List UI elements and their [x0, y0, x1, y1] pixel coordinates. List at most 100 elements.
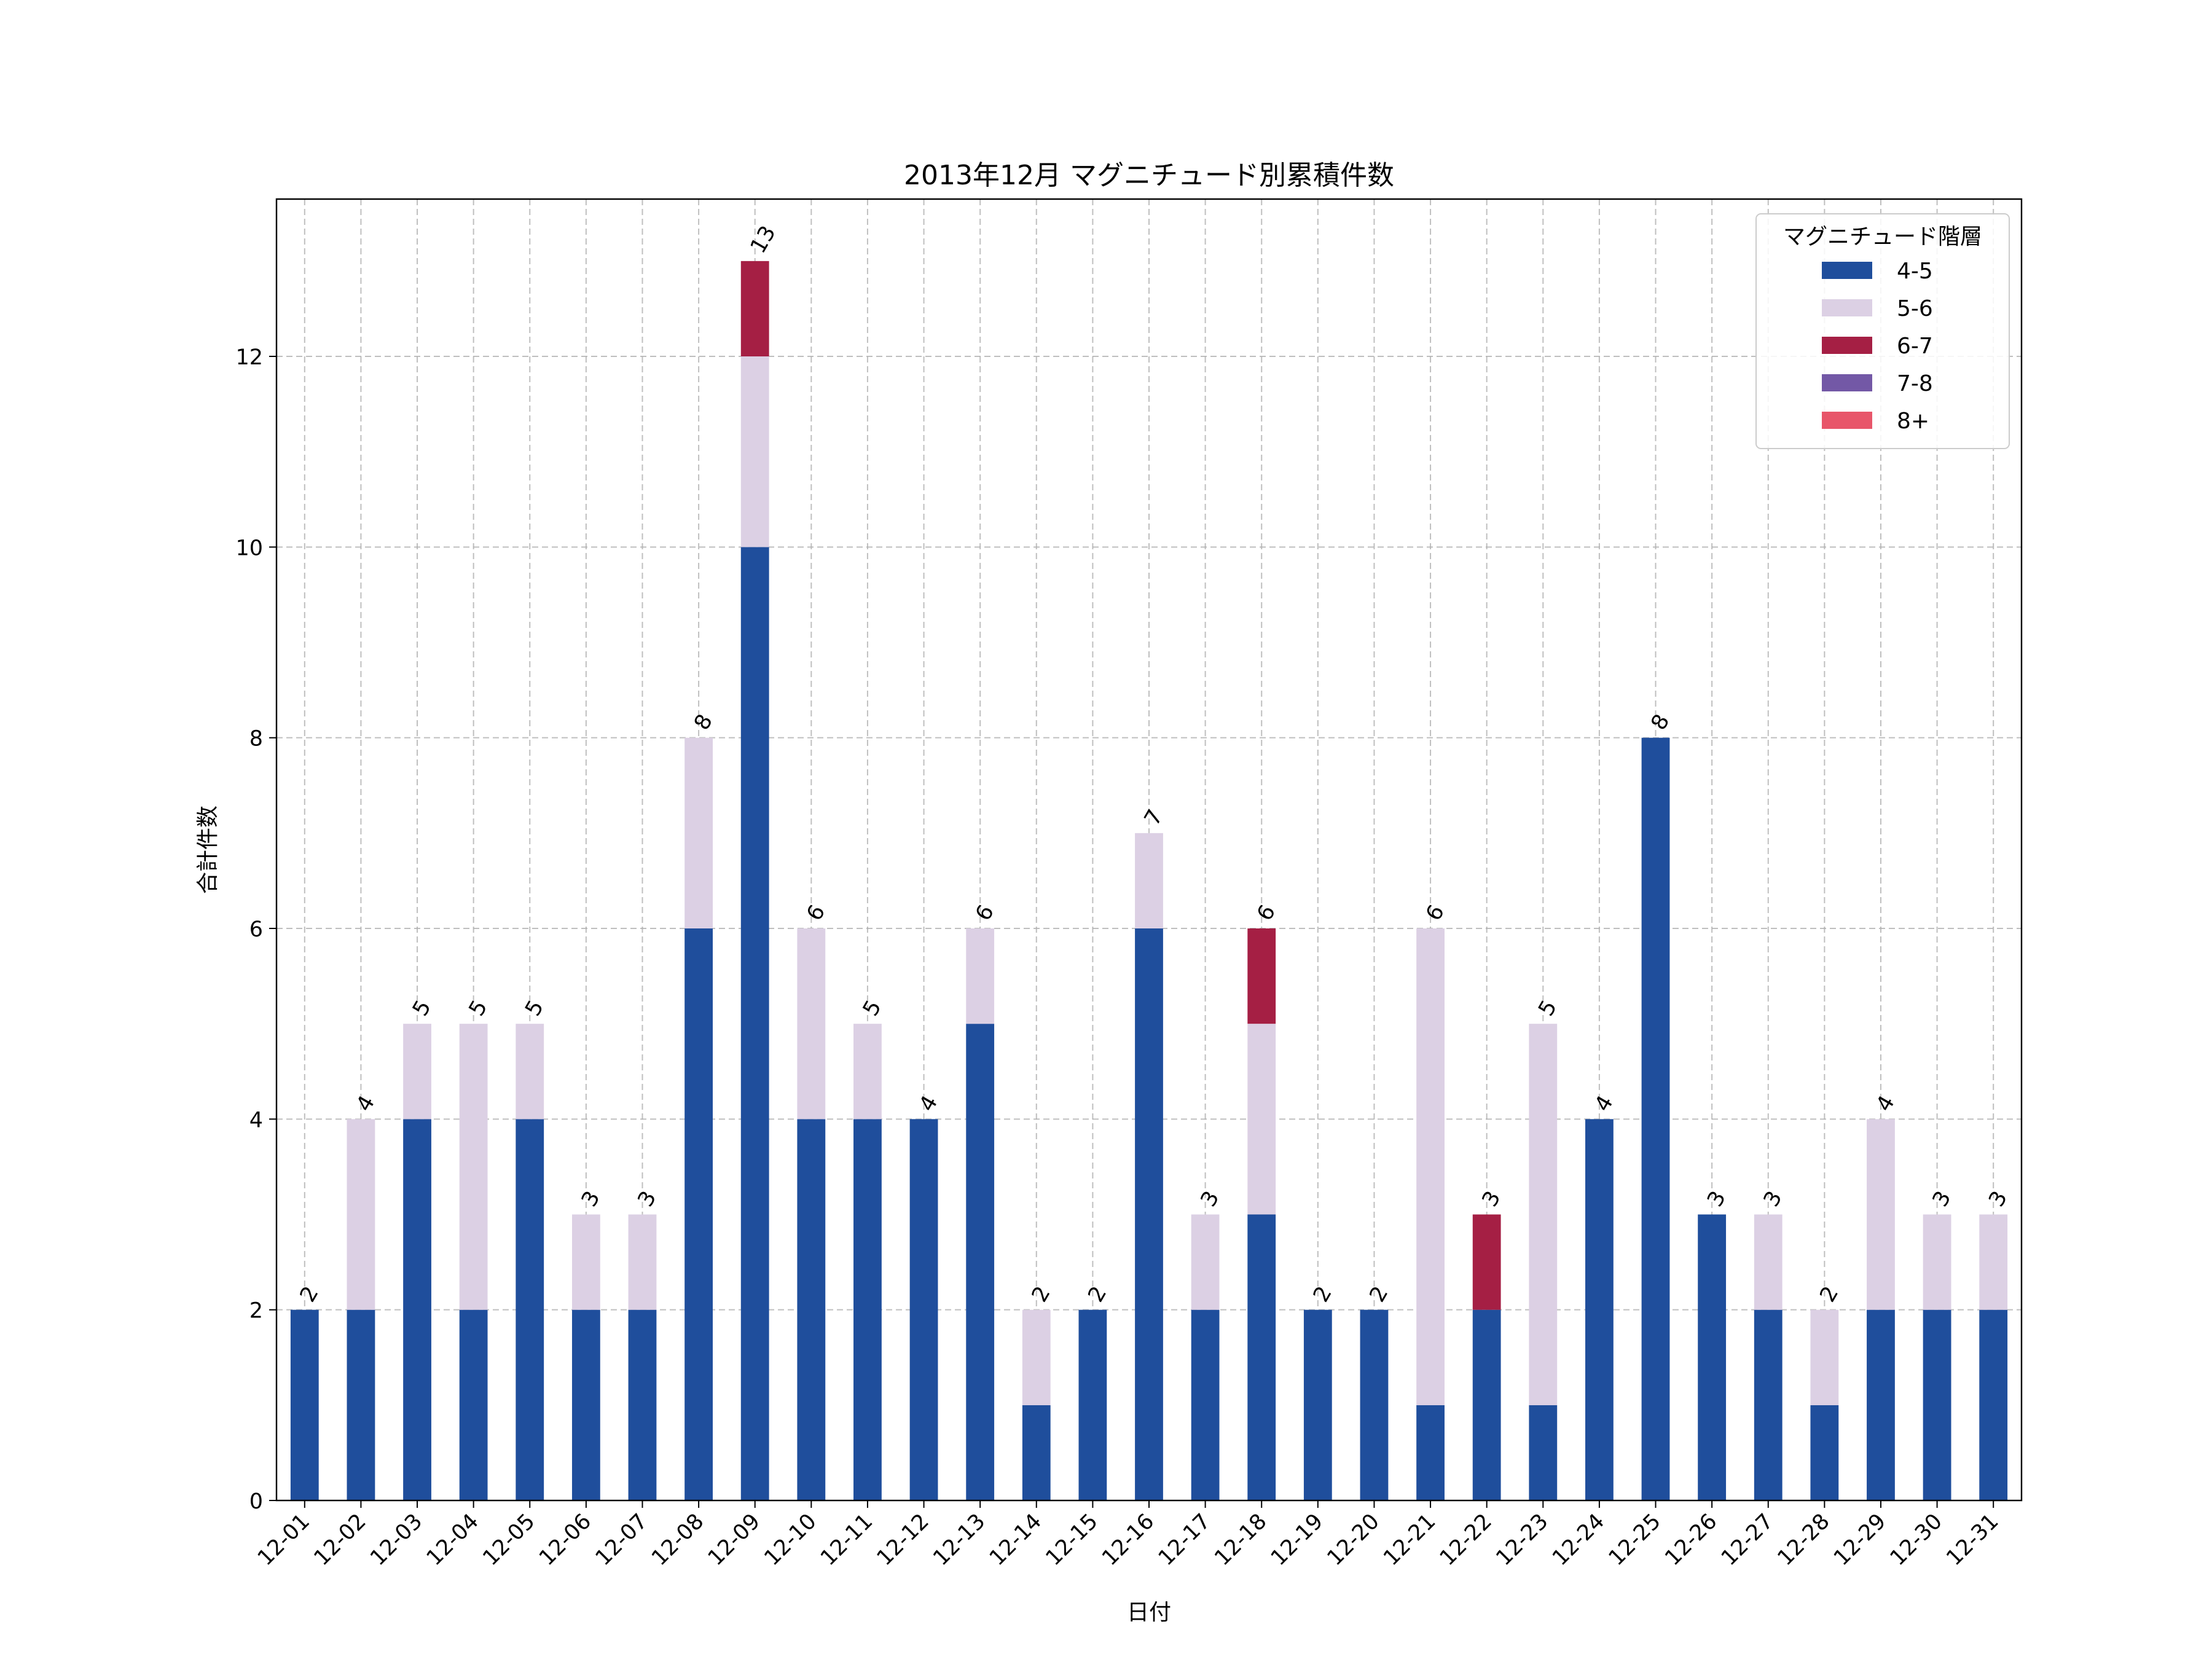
x-tick-label: 12-05: [478, 1509, 539, 1571]
legend-swatch: [1822, 299, 1872, 316]
bar-total-label: 3: [1703, 1187, 1731, 1211]
x-tick-label: 12-28: [1773, 1509, 1835, 1571]
legend-frame: [1755, 213, 2010, 449]
bar-segment: [1472, 1214, 1501, 1310]
bar-segment: [966, 1024, 995, 1500]
legend-swatch: [1822, 412, 1872, 429]
bar-total-label: 2: [1027, 1282, 1056, 1306]
bar-total-label: 13: [746, 222, 781, 258]
bar-segment: [740, 547, 769, 1501]
bar-segment: [740, 356, 769, 547]
bar-total-label: 3: [633, 1187, 662, 1211]
bar-total-label: 3: [1759, 1187, 1787, 1211]
bar-segment: [1698, 1214, 1727, 1500]
bar-segment: [684, 928, 713, 1500]
bar-total-label: 4: [1872, 1092, 1900, 1116]
legend-label: 8+: [1897, 409, 1929, 434]
y-tick-label: 10: [235, 536, 263, 560]
x-tick-label: 12-18: [1210, 1509, 1271, 1571]
bar-segment: [516, 1119, 544, 1500]
bar-segment: [403, 1024, 431, 1120]
y-axis: 0 2 4 6 8 10 12: [235, 345, 276, 1514]
bar-segment: [1923, 1214, 1951, 1310]
y-tick-label: 8: [249, 727, 263, 751]
x-tick-label: 12-03: [366, 1509, 427, 1571]
bar-segment: [1979, 1214, 2008, 1310]
bar-segment: [571, 1309, 600, 1500]
legend-label: 7-8: [1897, 371, 1933, 396]
bar-segment: [966, 928, 995, 1024]
bar-total-label: 5: [465, 996, 493, 1020]
bar-segment: [1247, 928, 1276, 1024]
bar-segment: [1754, 1309, 1783, 1500]
x-tick-label: 12-15: [1041, 1509, 1103, 1571]
bar-segment: [1923, 1309, 1951, 1500]
x-tick-label: 12-09: [704, 1509, 765, 1571]
x-tick-label: 12-31: [1942, 1509, 2003, 1571]
x-tick-label: 12-11: [816, 1509, 877, 1571]
bar-total-label: 5: [520, 996, 549, 1020]
x-tick-label: 12-02: [310, 1509, 371, 1571]
x-tick-label: 12-26: [1660, 1509, 1722, 1571]
legend-label: 6-7: [1897, 334, 1933, 359]
x-tick-label: 12-16: [1097, 1509, 1159, 1571]
bar-segment: [403, 1119, 431, 1500]
x-tick-label: 12-29: [1829, 1509, 1891, 1571]
bar-segment: [1529, 1405, 1558, 1500]
bar-total-label: 6: [802, 901, 830, 925]
bar-segment: [1303, 1309, 1332, 1500]
bar-segment: [1360, 1309, 1389, 1500]
legend-swatch: [1822, 262, 1872, 279]
x-tick-label: 12-22: [1435, 1509, 1497, 1571]
x-axis-label: 日付: [1127, 1600, 1171, 1625]
bar-segment: [1135, 833, 1163, 929]
bar-total-label: 5: [858, 996, 887, 1020]
bar-segment: [571, 1214, 600, 1310]
x-tick-label: 12-25: [1604, 1509, 1666, 1571]
y-tick-label: 12: [235, 345, 263, 370]
bar-segment: [1247, 1214, 1276, 1500]
legend-swatch: [1822, 337, 1872, 354]
legend-title: マグニチュード階層: [1783, 224, 1982, 249]
bar-segment: [516, 1024, 544, 1120]
bar-segment: [1641, 737, 1670, 1500]
bar-segment: [1191, 1214, 1220, 1310]
legend: マグニチュード階層 4-5 5-6 6-7 7-8 8+: [1755, 213, 2010, 449]
bar-segment: [1022, 1309, 1051, 1405]
bar-segment: [740, 261, 769, 357]
bar-segment: [1810, 1405, 1839, 1500]
bar-segment: [1416, 1405, 1445, 1500]
y-tick-label: 0: [249, 1489, 263, 1514]
x-tick-label: 12-01: [253, 1509, 315, 1571]
bar-segment: [459, 1309, 488, 1500]
chart-title: 2013年12月 マグニチュード別累積件数: [904, 160, 1394, 191]
x-tick-label: 12-07: [591, 1509, 653, 1571]
x-tick-label: 12-08: [647, 1509, 708, 1571]
x-tick-label: 12-21: [1379, 1509, 1440, 1571]
bar-segment: [347, 1309, 375, 1500]
bar-total-label: 5: [408, 996, 436, 1020]
x-tick-label: 12-04: [422, 1509, 484, 1571]
bar-segment: [347, 1119, 375, 1310]
bar-segment: [797, 928, 826, 1120]
bar-segment: [628, 1309, 657, 1500]
bars: [290, 261, 2008, 1501]
bar-segment: [1472, 1309, 1501, 1500]
bar-total-label: 2: [1309, 1282, 1337, 1306]
x-axis: 12-0112-0212-0312-0412-0512-0612-0712-08…: [253, 1500, 2004, 1571]
x-tick-label: 12-23: [1491, 1509, 1553, 1571]
bar-segment: [290, 1309, 319, 1500]
bar-segment: [684, 737, 713, 929]
bar-segment: [1867, 1119, 1895, 1310]
bar-segment: [1529, 1024, 1558, 1405]
x-tick-label: 12-24: [1548, 1509, 1609, 1571]
bar-total-label: 2: [296, 1282, 324, 1306]
x-tick-label: 12-27: [1717, 1509, 1778, 1571]
bar-segment: [1754, 1214, 1783, 1310]
x-tick-label: 12-30: [1886, 1509, 1947, 1571]
bar-total-label: 3: [577, 1187, 605, 1211]
bar-segment: [853, 1119, 882, 1500]
bar-total-label: 4: [1590, 1092, 1618, 1116]
bar-total-label: 8: [1647, 710, 1675, 734]
